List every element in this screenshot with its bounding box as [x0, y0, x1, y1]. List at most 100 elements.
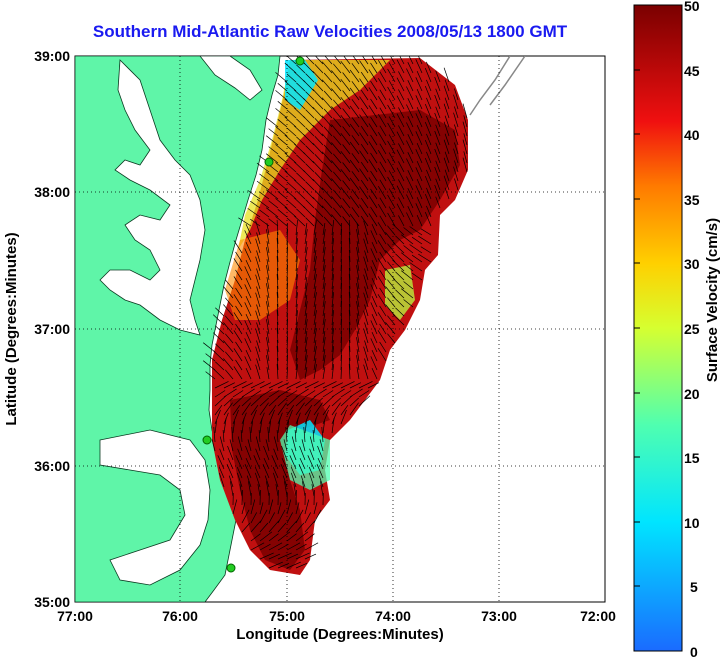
velocity-arrow	[426, 205, 432, 218]
velocity-arrow	[282, 475, 288, 488]
velocity-arrow	[232, 404, 241, 416]
velocity-arrow	[312, 178, 324, 191]
velocity-arrow	[415, 131, 423, 146]
velocity-arrow	[398, 215, 405, 227]
velocity-arrow	[295, 388, 309, 398]
velocity-arrow	[296, 100, 306, 110]
velocity-arrow	[348, 339, 351, 353]
velocity-arrow	[309, 436, 315, 452]
velocity-arrow	[348, 363, 351, 380]
velocity-arrow	[255, 328, 261, 344]
velocity-arrow	[363, 274, 369, 290]
velocity-arrow	[378, 132, 387, 146]
velocity-arrow	[364, 304, 369, 317]
velocity-arrow	[313, 274, 317, 290]
velocity-arrow	[371, 331, 378, 344]
velocity-arrow	[259, 382, 271, 389]
velocity-arrow	[407, 116, 414, 128]
velocity-arrow	[233, 366, 243, 380]
velocity-arrow	[299, 445, 306, 461]
velocity-arrow	[351, 153, 360, 164]
velocity-arrow	[258, 429, 261, 443]
velocity-arrow	[348, 219, 351, 236]
velocity-arrow	[356, 295, 360, 308]
velocity-arrow	[322, 404, 331, 416]
velocity-arrow	[331, 196, 342, 209]
velocity-arrow	[340, 336, 342, 353]
velocity-arrow	[319, 439, 324, 452]
velocity-arrow	[286, 553, 299, 560]
velocity-arrow	[340, 132, 351, 146]
velocity-arrow	[407, 80, 414, 92]
velocity-arrow	[348, 255, 351, 272]
velocity-arrow	[322, 367, 326, 380]
velocity-arrow	[304, 259, 308, 272]
velocity-arrow	[286, 91, 297, 101]
velocity-arrow	[290, 466, 297, 479]
velocity-arrow	[313, 286, 317, 299]
velocity-arrow	[289, 455, 297, 470]
velocity-arrow	[434, 94, 441, 110]
velocity-arrow	[443, 67, 450, 83]
velocity-arrow	[379, 323, 387, 335]
velocity-arrow	[256, 162, 270, 173]
velocity-arrow	[303, 170, 315, 182]
velocity-arrow	[333, 63, 342, 74]
velocity-arrow	[286, 409, 293, 425]
velocity-arrow	[313, 250, 317, 263]
velocity-arrow	[233, 348, 243, 362]
velocity-arrow	[360, 197, 369, 209]
velocity-arrow	[323, 90, 333, 101]
velocity-arrow	[305, 56, 315, 65]
velocity-arrow	[275, 72, 288, 83]
velocity-arrow	[313, 397, 324, 407]
velocity-arrow	[245, 457, 252, 470]
velocity-arrow	[225, 369, 234, 380]
velocity-arrow	[454, 88, 459, 101]
velocity-arrow	[392, 314, 405, 326]
velocity-arrow	[370, 98, 378, 110]
velocity-arrow	[396, 131, 405, 146]
velocity-arrow	[265, 439, 270, 452]
velocity-arrow	[356, 265, 360, 281]
velocity-arrow	[379, 233, 387, 245]
velocity-arrow	[378, 204, 387, 218]
velocity-arrow	[331, 178, 342, 191]
velocity-arrow	[370, 152, 378, 164]
velocity-arrow	[342, 72, 351, 83]
colorbar-tick-label: 40	[684, 127, 700, 143]
velocity-arrow	[295, 310, 298, 326]
velocity-arrow	[276, 321, 279, 335]
velocity-arrow	[454, 106, 459, 119]
velocity-field-south-core	[230, 390, 330, 570]
velocity-arrow	[277, 531, 291, 542]
velocity-arrow	[245, 445, 252, 461]
velocity-arrow	[415, 77, 423, 92]
velocity-arrow	[215, 307, 225, 317]
velocity-arrow	[266, 283, 270, 299]
velocity-arrow	[248, 481, 252, 497]
velocity-arrow	[313, 364, 317, 380]
velocity-arrow	[291, 436, 297, 452]
velocity-arrow	[348, 321, 351, 335]
velocity-arrow	[370, 116, 378, 128]
velocity-arrow	[333, 56, 342, 65]
velocity-arrow	[379, 161, 387, 173]
velocity-arrow	[244, 248, 252, 263]
velocity-arrow	[370, 338, 378, 353]
velocity-arrow	[247, 439, 252, 452]
velocity-arrow	[342, 126, 351, 137]
velocity-arrow	[356, 277, 360, 290]
velocity-arrow	[363, 238, 369, 254]
velocity-arrow	[308, 472, 315, 488]
velocity-arrow	[268, 520, 280, 533]
velocity-arrow	[395, 235, 405, 245]
velocity-arrow	[387, 261, 396, 272]
velocity-arrow	[233, 312, 243, 326]
velocity-arrow	[359, 168, 369, 182]
velocity-arrow	[284, 481, 288, 497]
velocity-arrow	[311, 484, 315, 497]
velocity-arrow	[398, 71, 405, 83]
velocity-arrow	[342, 162, 351, 173]
colorbar-tick-label: 10	[684, 515, 700, 531]
